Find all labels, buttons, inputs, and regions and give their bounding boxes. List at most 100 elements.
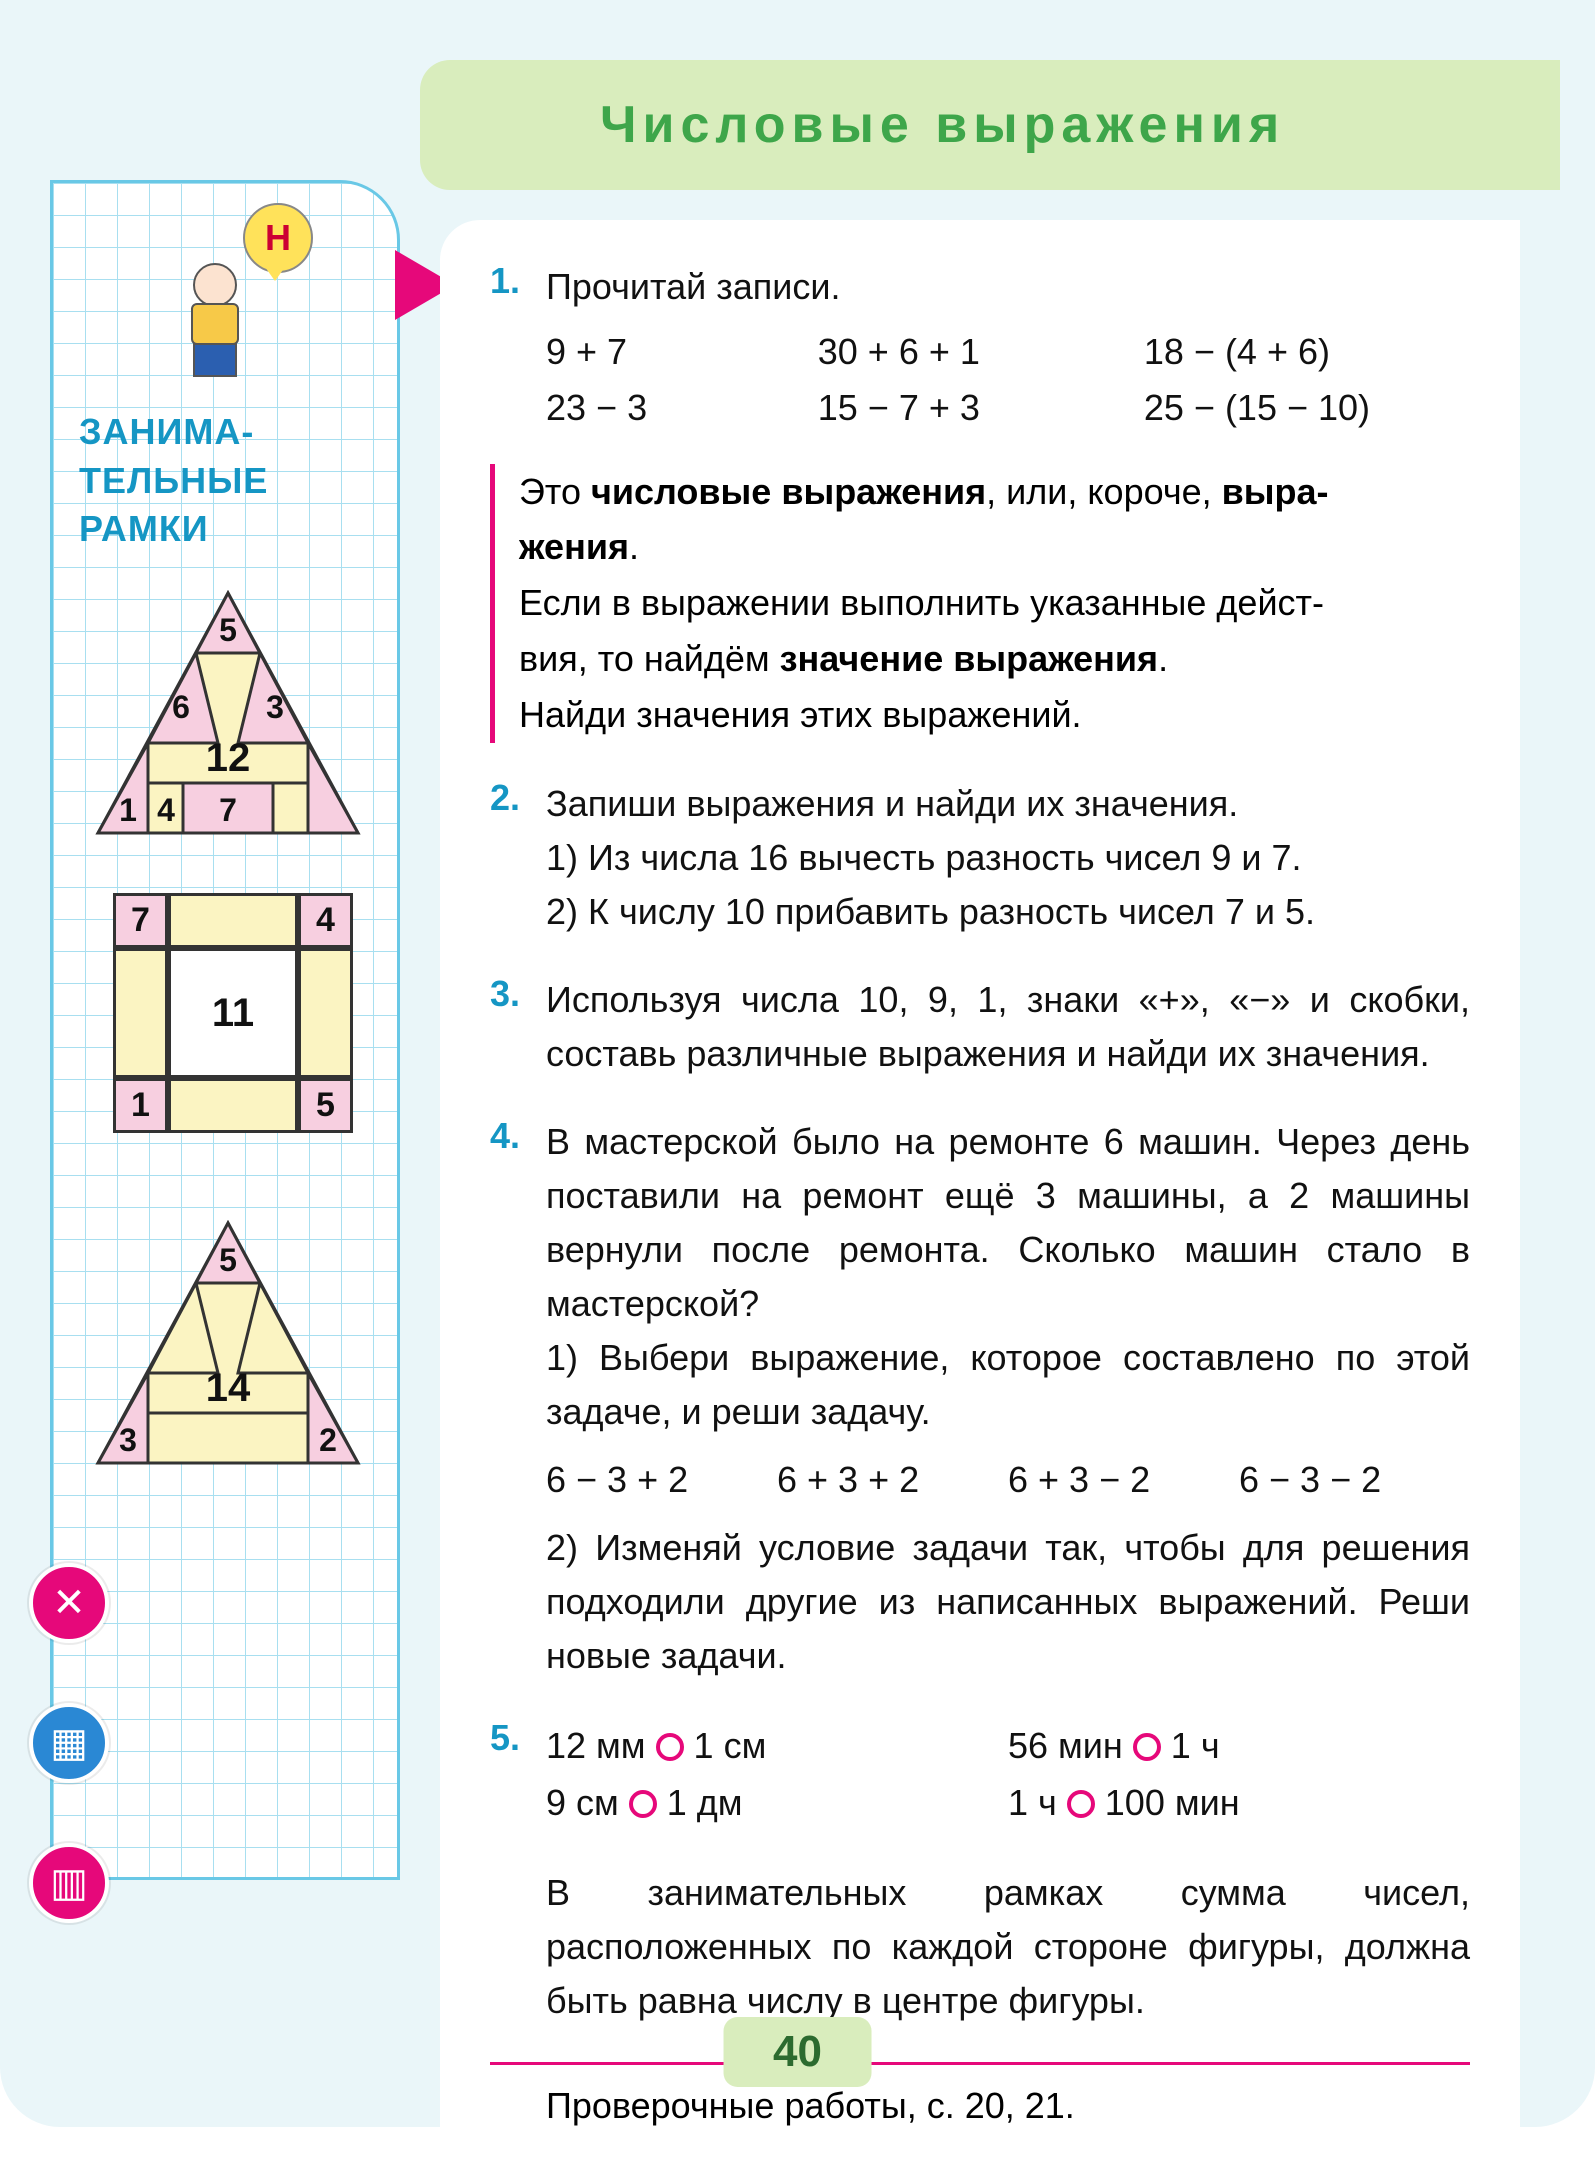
t4-e2: 6 + 3 + 2 [777, 1453, 1008, 1507]
task-2: 2. Запиши выражения и найди их значения.… [490, 777, 1470, 939]
task-num-4: 4. [490, 1115, 546, 1157]
triangle-puzzle-2: 5 14 3 2 [88, 1213, 368, 1473]
c2a: 56 мин [1008, 1725, 1123, 1766]
task-3: 3. Используя числа 10, 9, 1, знаки «+», … [490, 973, 1470, 1081]
frames-hint: В занимательных рамках сумма чисел, расп… [490, 1866, 1470, 2028]
math-ops-icon: ✕ [29, 1563, 109, 1643]
compare-circle-icon [629, 1790, 657, 1818]
task5-compare: 12 мм 1 см 56 мин 1 ч 9 см 1 дм 1 ч100 мин [546, 1717, 1470, 1832]
speech-balloon: Н [243, 203, 313, 273]
tri1-bm: 7 [219, 792, 237, 828]
expr-r2c2: 15 − 7 + 3 [818, 380, 1144, 436]
c1b: 1 см [694, 1725, 767, 1766]
cmp-2: 56 мин 1 ч [1008, 1717, 1470, 1775]
tri1-rmid: 3 [266, 689, 284, 725]
tri2-top: 5 [219, 1242, 237, 1278]
expr-r2c3: 25 − (15 − 10) [1144, 380, 1470, 436]
sq-rm [298, 948, 353, 1078]
tri2-bl: 3 [119, 1422, 137, 1458]
c3a: 9 см [546, 1782, 619, 1823]
sidebar: Н ЗАНИМА- ТЕЛЬНЫЕ РАМКИ 5 6 3 12 1 4 7 [50, 180, 400, 1880]
task-1: 1. Прочитай записи. 9 + 7 30 + 6 + 1 18 … [490, 260, 1470, 743]
tri1-center: 12 [206, 736, 251, 780]
task2-l2: 1) Из числа 16 вычесть разность чисел 9 … [546, 831, 1470, 885]
sq-tl: 7 [113, 893, 168, 948]
note-l1b: числовые выражения [591, 471, 986, 512]
task1-title: Прочитай записи. [546, 260, 1470, 314]
task4-p1: В мастерской было на ремонте 6 машин. Че… [546, 1115, 1470, 1331]
book-icon: ▥ [29, 1843, 109, 1923]
c1a: 12 мм [546, 1725, 646, 1766]
c2b: 1 ч [1171, 1725, 1220, 1766]
compare-circle-icon [1067, 1790, 1095, 1818]
task-num-3: 3. [490, 973, 546, 1015]
task4-p3: 2) Изменяй условие задачи так, чтобы для… [546, 1521, 1470, 1683]
cmp-4: 1 ч100 мин [1008, 1774, 1470, 1832]
note-l1d: выра- [1222, 471, 1329, 512]
triangle-puzzle-1: 5 6 3 12 1 4 7 [88, 583, 368, 843]
mascot-body [191, 303, 239, 345]
sidebar-title: ЗАНИМА- ТЕЛЬНЫЕ РАМКИ [79, 408, 268, 554]
footer-divider [490, 2062, 1470, 2065]
content-area: 1. Прочитай записи. 9 + 7 30 + 6 + 1 18 … [440, 220, 1520, 2157]
mascot-head [193, 263, 237, 307]
task-num-5: 5. [490, 1717, 546, 1759]
sq-tr: 4 [298, 893, 353, 948]
mascot-illustration: Н [153, 203, 313, 393]
tri1-top: 5 [219, 612, 237, 648]
note-l4b: значение выражения [780, 638, 1158, 679]
cmp-1: 12 мм 1 см [546, 1717, 1008, 1775]
tri1-bm1: 4 [157, 792, 175, 828]
sq-center: 11 [168, 948, 298, 1078]
cmp-3: 9 см 1 дм [546, 1774, 1008, 1832]
note-l4c: . [1158, 638, 1168, 679]
square-puzzle: 7 4 11 1 5 [113, 893, 353, 1133]
page-number: 40 [723, 2017, 872, 2087]
note-l1c: , или, короче, [986, 471, 1221, 512]
t4-e3: 6 + 3 − 2 [1008, 1453, 1239, 1507]
frames-hint-text: В занимательных рамках сумма чисел, расп… [546, 1866, 1470, 2028]
note-l1a: Это [519, 471, 591, 512]
side-icon-column: ✕ ▦ ▥ [29, 1563, 109, 1983]
expr-r1c2: 30 + 6 + 1 [818, 324, 1144, 380]
sq-bl: 1 [113, 1078, 168, 1133]
task2-l3: 2) К числу 10 прибавить разность чисел 7… [546, 885, 1470, 939]
header-banner: Числовые выражения [420, 60, 1560, 190]
footer-text: Проверочные работы, с. 20, 21. [546, 2085, 1075, 2127]
tri2-br: 2 [319, 1422, 337, 1458]
task4-expressions: 6 − 3 + 2 6 + 3 + 2 6 + 3 − 2 6 − 3 − 2 [546, 1453, 1470, 1507]
task-num-1: 1. [490, 260, 546, 302]
note-l2a: жения [519, 526, 629, 567]
c3b: 1 дм [667, 1782, 743, 1823]
task1-expressions: 9 + 7 30 + 6 + 1 18 − (4 + 6) 23 − 3 15 … [546, 324, 1470, 436]
compare-circle-icon [1133, 1733, 1161, 1761]
page-title: Числовые выражения [600, 95, 1285, 155]
compare-circle-icon [656, 1733, 684, 1761]
task1-note: Это числовые выражения, или, короче, выр… [490, 464, 1470, 743]
task-4: 4. В мастерской было на ремонте 6 машин.… [490, 1115, 1470, 1683]
sidebar-title-l2: ТЕЛЬНЫЕ [79, 457, 268, 506]
task-num-2: 2. [490, 777, 546, 819]
note-l5: Найди значения этих выражений. [519, 687, 1470, 743]
sq-tm [168, 893, 298, 948]
tri1-bl: 1 [119, 792, 137, 828]
balloon-letter: Н [265, 217, 291, 259]
sq-lm [113, 948, 168, 1078]
note-l3: Если в выражении выполнить указанные дей… [519, 575, 1470, 631]
task4-p2: 1) Выбери выражение, которое составлено … [546, 1331, 1470, 1439]
note-l2b: . [629, 526, 639, 567]
tri1-lmid: 6 [172, 689, 190, 725]
sidebar-title-l1: ЗАНИМА- [79, 408, 268, 457]
c4b: 100 мин [1105, 1782, 1240, 1823]
grid-icon: ▦ [29, 1703, 109, 1783]
sidebar-title-l3: РАМКИ [79, 505, 268, 554]
expr-r2c1: 23 − 3 [546, 380, 818, 436]
expr-r1c3: 18 − (4 + 6) [1144, 324, 1470, 380]
expr-r1c1: 9 + 7 [546, 324, 818, 380]
task2-l1: Запиши выражения и найди их значения. [546, 777, 1470, 831]
t4-e4: 6 − 3 − 2 [1239, 1453, 1470, 1507]
sq-br: 5 [298, 1078, 353, 1133]
task3-text: Используя числа 10, 9, 1, знаки «+», «−»… [546, 973, 1470, 1081]
mascot-legs [193, 343, 237, 377]
t4-e1: 6 − 3 + 2 [546, 1453, 777, 1507]
